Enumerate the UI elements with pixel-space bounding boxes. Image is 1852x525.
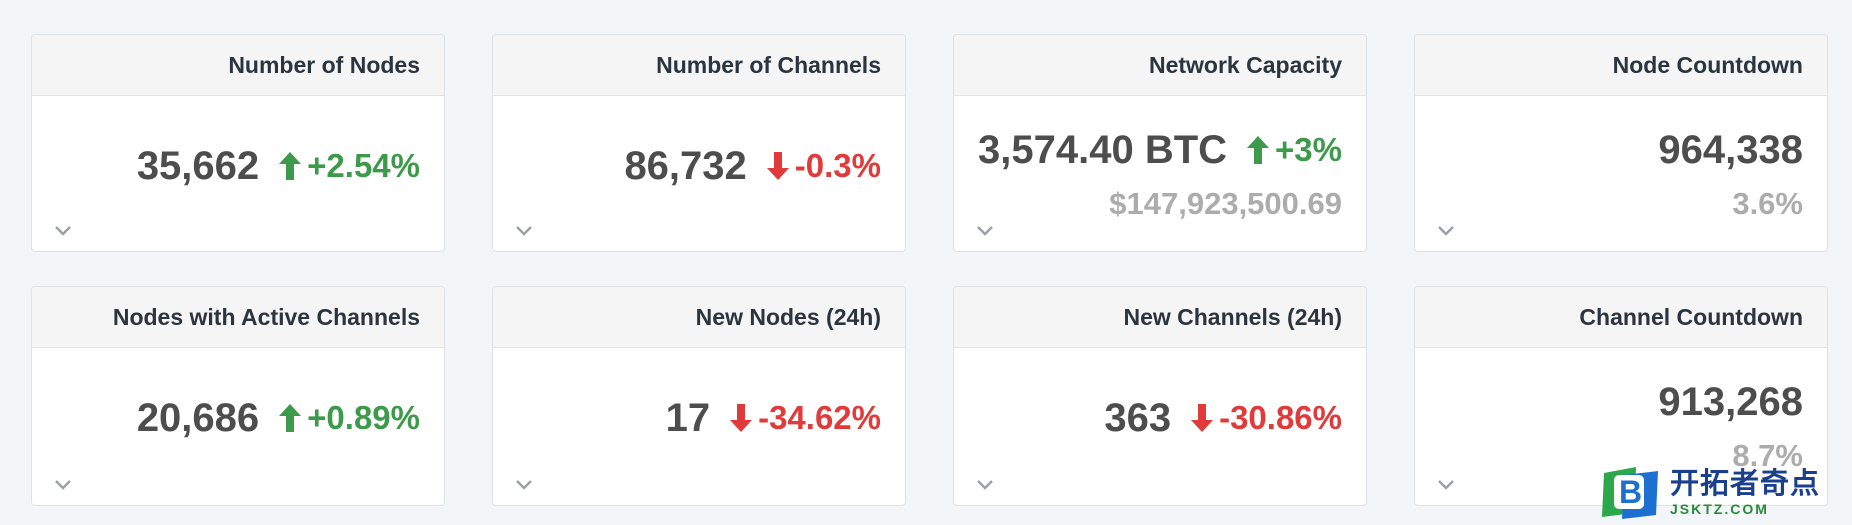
stat-card-new-nodes-24h: New Nodes (24h) 17 -34.62% [492, 286, 906, 506]
chevron-down-icon[interactable] [515, 479, 533, 491]
card-title: Network Capacity [954, 35, 1366, 96]
change-indicator: -0.3% [766, 147, 881, 184]
logo-letter: B [1619, 474, 1643, 510]
change-indicator: +2.54% [279, 148, 420, 184]
stat-value: 17 [665, 396, 711, 440]
change-value: +3% [1275, 131, 1342, 168]
change-indicator: +0.89% [279, 400, 420, 436]
arrow-up-icon [1247, 136, 1270, 164]
chevron-down-icon[interactable] [976, 479, 994, 491]
stat-card-number-of-nodes: Number of Nodes 35,662 +2.54% [31, 34, 445, 252]
card-title: Number of Channels [493, 35, 905, 96]
stat-value: 913,268 [1658, 380, 1803, 424]
stat-value: 86,732 [624, 144, 747, 188]
change-value: +0.89% [307, 399, 420, 436]
stat-card-new-channels-24h: New Channels (24h) 363 -30.86% [953, 286, 1367, 506]
stat-value: 964,338 [1658, 128, 1803, 172]
card-title: New Channels (24h) [954, 287, 1366, 348]
watermark-subtitle: JSKTZ.COM [1670, 500, 1769, 517]
chevron-down-icon[interactable] [54, 225, 72, 237]
stat-subvalue: 8.7% [1732, 438, 1803, 473]
stat-value: 20,686 [136, 396, 260, 440]
watermark-logo: B [1600, 465, 1660, 520]
change-value: +2.54% [307, 147, 420, 184]
card-title: Channel Countdown [1415, 287, 1827, 348]
stat-subvalue: 3.6% [1732, 186, 1803, 221]
arrow-up-icon [279, 404, 302, 432]
stat-card-channel-countdown: Channel Countdown 913,268 8.7% [1414, 286, 1828, 506]
stat-subvalue: $147,923,500.69 [1109, 186, 1342, 221]
card-title: Node Countdown [1415, 35, 1827, 96]
stat-card-network-capacity: Network Capacity 3,574.40 BTC +3% $147,9… [953, 34, 1367, 252]
change-indicator: +3% [1247, 132, 1342, 168]
stat-card-node-countdown: Node Countdown 964,338 3.6% [1414, 34, 1828, 252]
stat-value: 35,662 [136, 144, 260, 188]
card-title: Nodes with Active Channels [32, 287, 444, 348]
change-indicator: -34.62% [730, 400, 881, 436]
stat-value: 3,574.40 BTC [978, 128, 1228, 172]
chevron-down-icon[interactable] [515, 225, 533, 237]
change-value: -0.3% [794, 147, 881, 184]
chevron-down-icon[interactable] [54, 479, 72, 491]
watermark: B 开拓者奇点 JSKTZ.COM [1600, 465, 1848, 520]
logo-icon [1602, 467, 1658, 519]
chevron-down-icon[interactable] [1437, 225, 1455, 237]
change-indicator: -30.86% [1191, 400, 1342, 436]
arrow-up-icon [279, 152, 302, 180]
stat-value: 363 [1104, 396, 1172, 440]
card-title: New Nodes (24h) [493, 287, 905, 348]
chevron-down-icon[interactable] [976, 225, 994, 237]
stat-card-nodes-with-active-channels: Nodes with Active Channels 20,686 +0.89% [31, 286, 445, 506]
arrow-down-icon [766, 152, 789, 180]
change-value: -30.86% [1219, 399, 1342, 436]
change-value: -34.62% [758, 399, 881, 436]
chevron-down-icon[interactable] [1437, 479, 1455, 491]
arrow-down-icon [1191, 404, 1214, 432]
watermark-title: 开拓者奇点 [1670, 467, 1821, 500]
card-title: Number of Nodes [32, 35, 444, 96]
arrow-down-icon [730, 404, 753, 432]
stat-card-number-of-channels: Number of Channels 86,732 -0.3% [492, 34, 906, 252]
